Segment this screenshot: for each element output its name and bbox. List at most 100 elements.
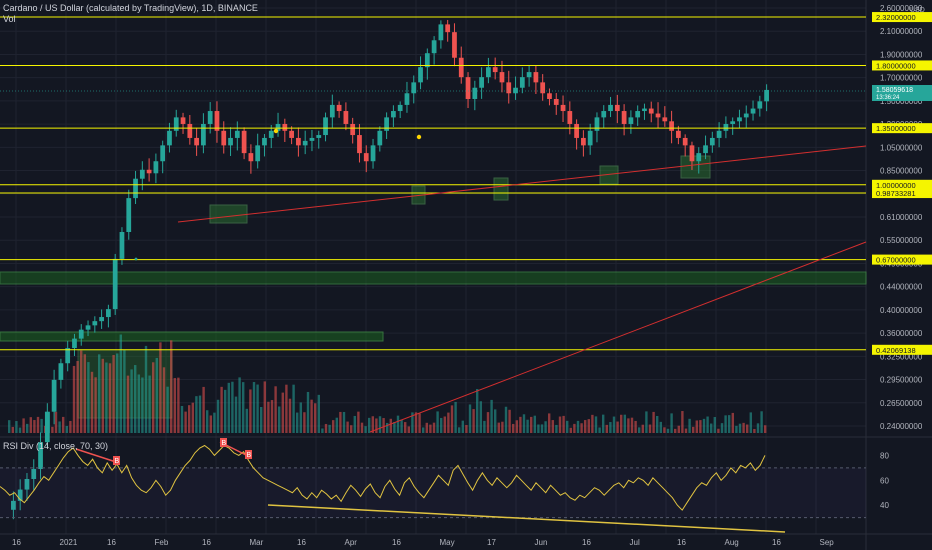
candle-body [581,137,586,146]
level-tag [872,344,932,355]
candle-body [282,123,288,131]
volume-bar [508,409,511,433]
volume-bar [738,423,742,433]
candle-body [112,258,118,310]
rsi-tick-label: 40 [880,501,889,510]
candle-body [750,108,756,114]
candle-body [431,40,437,54]
volume-bar [742,422,745,433]
volume-bar [666,428,670,433]
candle-body [492,67,498,73]
volume-bar [706,416,709,433]
volume-bar [620,414,623,433]
volume-bar [15,421,18,433]
time-tick-label: Feb [155,538,169,547]
volume-bar [519,416,522,433]
candle-body [146,169,152,174]
volume-bar [670,413,673,433]
volume-bar [51,426,54,433]
candle-body [316,135,322,138]
candle-body [336,104,342,112]
price-tick-label: 0.26500000 [880,399,923,408]
candle-body [479,77,484,88]
volume-bar [630,417,634,433]
candle-body [397,104,403,112]
volume-bar [159,342,162,433]
volume-bar [713,417,716,433]
divergence-tag [113,456,120,465]
volume-bar [54,411,58,433]
candle-body [519,77,525,88]
candle-body [676,130,681,138]
volume-bar [692,426,695,433]
volume-bar [598,427,601,433]
candle-body [696,153,702,162]
volume-bar [512,423,515,433]
volume-bar [112,355,115,433]
volume-bar [346,421,349,433]
volume-bar [296,412,299,433]
trendline-long [369,241,867,433]
candle-body [289,130,294,138]
candle-body [486,67,491,78]
volume-bar [36,416,40,433]
volume-bar [530,416,533,433]
volume-bar [364,426,367,433]
candle-body [560,104,566,112]
volume-bar [375,418,378,433]
volume-bar [144,345,148,433]
volume-bar [335,417,338,433]
volume-bar [447,412,450,433]
volume-bar [292,384,295,433]
volume-bar [116,353,119,433]
volume-bar [422,427,425,433]
volume-bar [234,396,238,433]
volume-bar [206,410,209,433]
level-tag [872,188,932,199]
candle-body [757,101,763,109]
candle-body [608,104,613,112]
level-tag [872,60,932,71]
volume-bar [173,378,176,433]
candle-body [737,117,742,122]
volume-bar [177,377,180,433]
candle-body [621,111,627,124]
volume-bar [544,421,547,433]
volume-bar [368,417,371,433]
volume-bar [627,418,630,433]
volume-bar [90,371,94,433]
price-tick-label: 2.60000000 [880,4,923,13]
candle-body [655,113,661,118]
volume-bar [252,382,256,433]
time-tick-label: 16 [107,538,116,547]
volume-bar [299,402,302,433]
price-tick-label: 2.10000000 [880,27,923,36]
rsi-divergence-line [267,504,786,533]
time-tick-label: Jun [535,538,548,547]
price-tick-label: 0.32500000 [880,352,923,361]
volume-bar [267,401,270,433]
time-tick-label: 16 [297,538,306,547]
volume-bar [465,425,468,433]
candle-body [78,329,84,339]
candle-body [11,500,16,510]
volume-bar [497,422,500,433]
volume-bar [468,404,472,433]
volume-bar [418,413,421,433]
volume-bar [476,388,479,433]
level-label: 0.67000000 [876,256,916,265]
signal-dot [416,134,422,140]
volume-bar [526,419,529,433]
volume-bar [65,425,68,433]
volume-bar [198,395,202,433]
volume-bar [440,417,443,433]
volume-bar [188,405,191,433]
candle-body [207,111,213,124]
candle-body [133,178,138,199]
volume-bar [40,418,43,433]
candle-body [648,108,654,114]
time-tick-label: 16 [772,538,781,547]
volume-bar [137,374,140,433]
volume-bar [533,415,536,433]
